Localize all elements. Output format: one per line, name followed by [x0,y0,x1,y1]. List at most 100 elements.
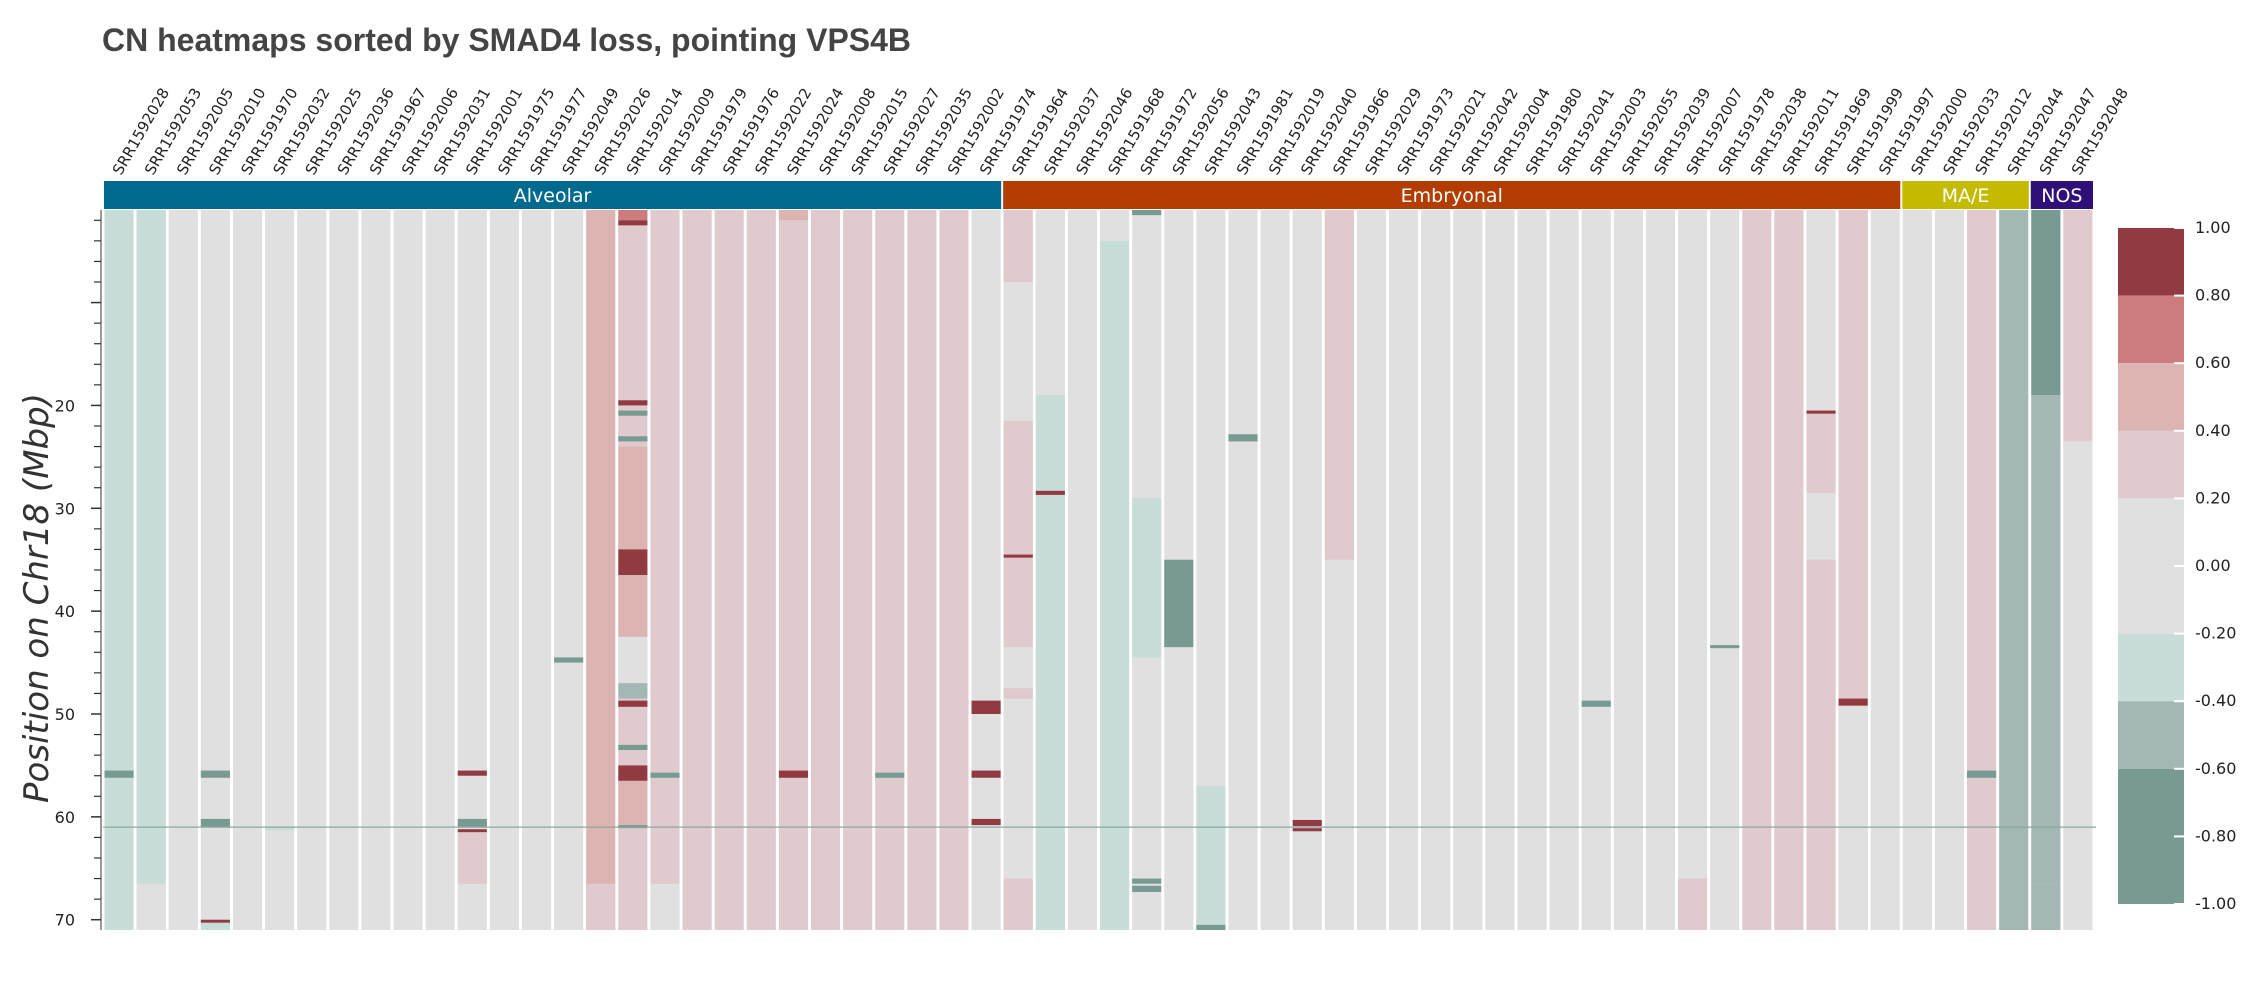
y-tick-label: 70 [55,911,75,930]
group-label: Embryonal [1401,185,1503,207]
heatmap-segment [971,770,1001,778]
heatmap-segment [618,700,648,707]
colorbar-bin [2118,498,2184,634]
y-tick-label: 20 [55,396,75,415]
heatmap-segment [1003,554,1033,558]
heatmap-segment [1035,683,1065,930]
heatmap-segment [618,410,648,416]
colorbar-tick-label: -0.20 [2195,624,2236,643]
heatmap-segment [618,683,648,699]
heatmap-column [939,210,969,930]
heatmap-segment [1196,786,1226,930]
heatmap-segment [457,818,487,828]
heatmap-segment [1196,924,1226,930]
heatmap-column [1678,210,1708,930]
heatmap-segment [1774,210,1804,930]
heatmap-segment [618,446,648,550]
heatmap-segment [200,919,230,923]
heatmap-segment [1132,885,1162,892]
group-label: Alveolar [514,185,592,207]
heatmap-segment [650,772,680,778]
heatmap-column [1645,210,1676,930]
heatmap-segment [1678,878,1708,930]
heatmap-segment [457,832,487,884]
colorbar-bin [2118,633,2184,702]
heatmap-column [1742,210,1772,930]
heatmap-column [746,210,776,930]
heatmap-segment [1100,210,1130,241]
heatmap-segment [200,770,230,778]
y-tick-label: 50 [55,705,75,724]
group-bar-embryonal [1003,181,1901,209]
heatmap-segment [2031,210,2061,396]
heatmap-segment [1003,282,1033,421]
heatmap-segment [1838,705,1868,930]
heatmap-column [1967,210,1997,930]
heatmap-segment [1035,395,1065,684]
heatmap-column [1228,210,1258,930]
heatmap-segment [136,883,166,930]
colorbar-tick-label: 0.80 [2195,286,2231,305]
heatmap-segment [1035,220,1065,396]
heatmap-segment [1967,770,1997,778]
heatmap-column [1710,210,1740,930]
heatmap-segment [1710,645,1740,649]
heatmap-segment [136,652,166,884]
heatmap-segment [875,772,905,778]
heatmap-segment [1806,492,1836,560]
group-label: NOS [2041,185,2082,207]
y-tick-label: 30 [55,499,75,518]
heatmap-column [971,210,1001,930]
heatmap-segment [1132,642,1162,658]
heatmap-column [1902,210,1932,930]
colorbar-tick-label: 0.60 [2195,353,2231,372]
heatmap-segment [2031,395,2061,884]
heatmap-column [489,210,519,930]
colorbar-bin [2118,430,2184,499]
heatmap-segment [1806,559,1836,930]
heatmap-column [682,210,712,930]
group-bars: Alveolar Embryonal MA/E NOS [104,181,2093,209]
heatmap-segment [1003,698,1033,879]
heatmap-segment [618,575,648,637]
heatmap-segment [618,210,648,221]
heatmap-column [425,210,455,930]
heatmap-column [1581,210,1611,930]
sample-labels: SRR1592028SRR1592053SRR1592005SRR1592010… [109,85,2132,178]
heatmap-segment [2063,441,2093,930]
heatmap-segment [1292,828,1322,832]
colorbar-tick-label: -0.40 [2195,691,2236,710]
colorbar-tick-label: 0.40 [2195,421,2231,440]
heatmap-segment [1100,240,1130,930]
heatmap-segment [618,765,648,781]
heatmap-column [650,210,680,930]
colorbar-tick-label: 1.00 [2195,218,2231,237]
heatmap-column [778,210,808,930]
heatmap-segment [778,210,808,221]
heatmap-segment [1324,210,1354,560]
heatmap-column [907,210,937,930]
group-bar-nos [2030,181,2093,209]
heatmap-segment [1806,415,1836,493]
heatmap-segment [1003,420,1033,648]
colorbar-tick-label: 0.20 [2195,488,2231,507]
heatmap-column [714,210,744,930]
heatmap-segment [618,549,648,576]
heatmap-column [875,210,905,930]
heatmap-segment [2031,883,2061,930]
heatmap-column [200,210,230,930]
heatmap-column [297,210,327,930]
heatmap-column [457,210,487,930]
heatmap-segment [457,770,487,776]
heatmap-column [1517,210,1547,930]
colorbar-bin [2118,768,2184,904]
heatmap-column [810,210,841,930]
heatmap-segment [1132,878,1162,884]
heatmap-column [1549,210,1579,930]
heatmap-segment [971,700,1001,714]
colorbar-tick-label: -0.60 [2195,759,2236,778]
heatmap-segment [1838,698,1868,706]
group-bar-ma-e [1902,181,2029,209]
heatmap-segment [618,400,648,406]
